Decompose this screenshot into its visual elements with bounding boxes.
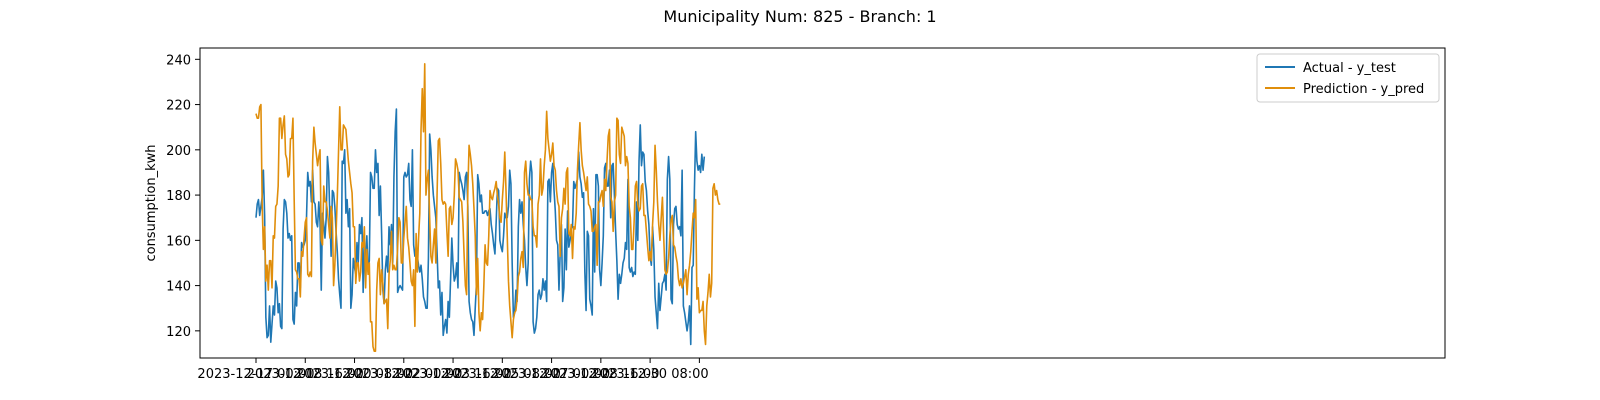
y-tick-label-0: 120 [166,325,191,340]
y-tick-label-2: 160 [166,234,191,249]
x-tick-label-2: 2023-12-20 08:00 [296,367,413,382]
y-axis: 120 140 160 180 200 220 240 [166,53,200,340]
legend-prediction-label: Prediction - y_pred [1303,82,1424,97]
series-prediction-line [255,63,721,353]
plot-area-frame [199,47,1446,359]
x-tick-label-7: 2023-12-28 16:00 [542,367,659,382]
legend-box [1256,53,1440,103]
x-tick-label-3: 2023-12-22 00:00 [345,367,462,382]
y-tick-label-3: 180 [166,189,191,204]
x-tick-label-6: 2023-12-27 00:00 [493,367,610,382]
y-tick-label-4: 200 [166,144,191,159]
y-tick-label-1: 140 [166,280,191,295]
x-tick-label-4: 2023-12-23 16:00 [394,367,511,382]
chart-title: Municipality Num: 825 - Branch: 1 [663,7,936,26]
x-tick-label-8: 2023-12-30 08:00 [592,367,709,382]
series-actual-line [255,108,706,346]
x-tick-label-0: 2023-12-17 00:00 [197,367,314,382]
y-tick-label-5: 220 [166,99,191,114]
series-layer [255,63,721,353]
legend: Actual - y_test Prediction - y_pred [1256,53,1440,103]
y-tick-label-6: 240 [166,53,191,68]
x-tick-label-5: 2023-12-25 08:00 [444,367,561,382]
x-tick-label-1: 2023-12-18 16:00 [247,367,364,382]
y-axis-label: consumption_kwh [144,144,159,261]
legend-actual-label: Actual - y_test [1303,61,1396,76]
